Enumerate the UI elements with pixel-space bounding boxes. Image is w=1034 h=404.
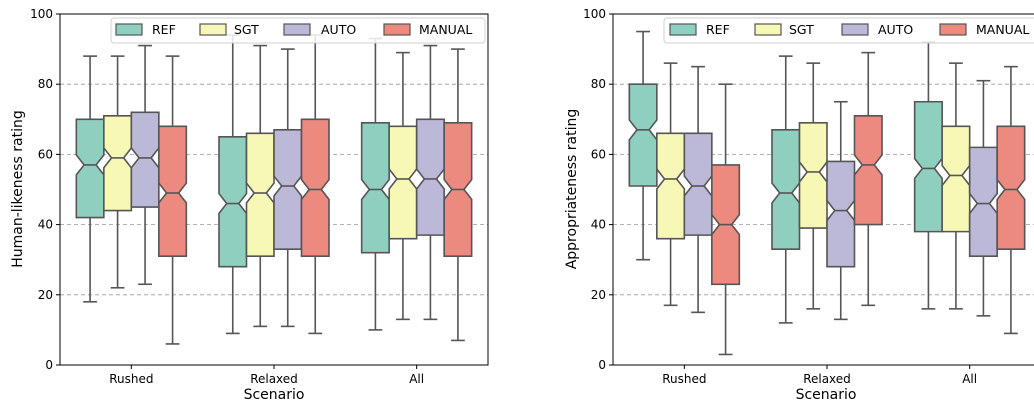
y-tick-label: 100	[30, 7, 53, 21]
x-tick-label: Rushed	[662, 372, 706, 386]
box-sgt	[941, 125, 971, 233]
box-sgt	[656, 132, 686, 240]
legend-label-sgt: SGT	[789, 22, 814, 37]
box-sgt	[388, 125, 418, 240]
legend-label-auto: AUTO	[321, 22, 356, 37]
left-y-axis-label: Human-likeness rating	[10, 110, 26, 268]
box-auto	[273, 129, 303, 250]
legend-label-manual: MANUAL	[419, 22, 472, 37]
x-tick-label: Relaxed	[250, 372, 298, 386]
y-tick-label: 20	[591, 288, 606, 302]
y-tick-label: 80	[38, 77, 53, 91]
legend-label-ref: REF	[706, 22, 730, 37]
y-tick-label: 0	[45, 358, 53, 372]
box-manual	[300, 118, 330, 257]
box-auto	[130, 111, 160, 208]
legend-swatch-manual	[383, 23, 411, 36]
y-tick-label: 0	[598, 358, 606, 372]
x-tick-label: All	[962, 372, 977, 386]
box-auto	[415, 118, 445, 236]
legend-swatch-ref	[115, 23, 143, 36]
y-tick-label: 60	[38, 147, 53, 161]
legend-label-ref: REF	[152, 22, 176, 37]
box-sgt	[798, 122, 828, 229]
right-y-axis-label: Appropriateness rating	[564, 109, 580, 270]
box-manual	[996, 125, 1026, 250]
box-auto	[826, 160, 856, 268]
legend-label-auto: AUTO	[878, 22, 913, 37]
box-sgt	[103, 114, 133, 212]
legend-swatch-ref	[669, 23, 697, 36]
left-chart: Human-likeness rating Scenario	[10, 110, 304, 403]
box-manual	[853, 114, 883, 226]
plot-area-left: Rushed Relaxed All 0 20 40 60 80 100 REF SGT AUTO MA…	[30, 7, 489, 386]
legend-label-manual: MANUAL	[976, 22, 1029, 37]
legend: REF SGT AUTO MANUAL	[110, 17, 486, 44]
y-tick-label: 40	[38, 218, 53, 232]
y-tick-label: 40	[591, 218, 606, 232]
axes-frame	[612, 13, 1034, 366]
y-tick-label: 100	[583, 7, 606, 21]
x-tick-label: Relaxed	[803, 372, 851, 386]
y-tick-label: 80	[591, 77, 606, 91]
box-auto	[683, 132, 713, 236]
box-ref	[771, 129, 801, 250]
y-tick-label: 20	[38, 288, 53, 302]
legend-swatch-sgt	[754, 23, 782, 36]
axes-frame	[59, 13, 489, 366]
box-ref	[360, 122, 390, 254]
legend-swatch-auto	[841, 23, 869, 36]
right-chart: Appropriateness rating Scenario	[564, 109, 856, 403]
box-manual	[158, 125, 188, 257]
box-ref	[75, 118, 105, 219]
legend: REF SGT AUTO MANUAL	[663, 17, 1034, 44]
legend-swatch-auto	[283, 23, 311, 36]
x-tick-label: Rushed	[109, 372, 153, 386]
plot-area-right: Rushed Relaxed All 0 20 40 60 80 100 REF SGT AUTO MA…	[583, 7, 1034, 386]
y-tick-label: 60	[591, 147, 606, 161]
left-x-axis-label: Scenario	[244, 387, 305, 403]
legend-label-sgt: SGT	[234, 22, 259, 37]
x-tick-label: All	[409, 372, 424, 386]
box-ref	[218, 136, 248, 268]
right-x-axis-label: Scenario	[796, 387, 857, 403]
box-ref	[628, 83, 658, 187]
box-ref	[913, 100, 943, 233]
legend-swatch-manual	[939, 23, 967, 36]
legend-swatch-sgt	[199, 23, 227, 36]
box-auto	[968, 146, 998, 257]
box-sgt	[245, 132, 275, 257]
